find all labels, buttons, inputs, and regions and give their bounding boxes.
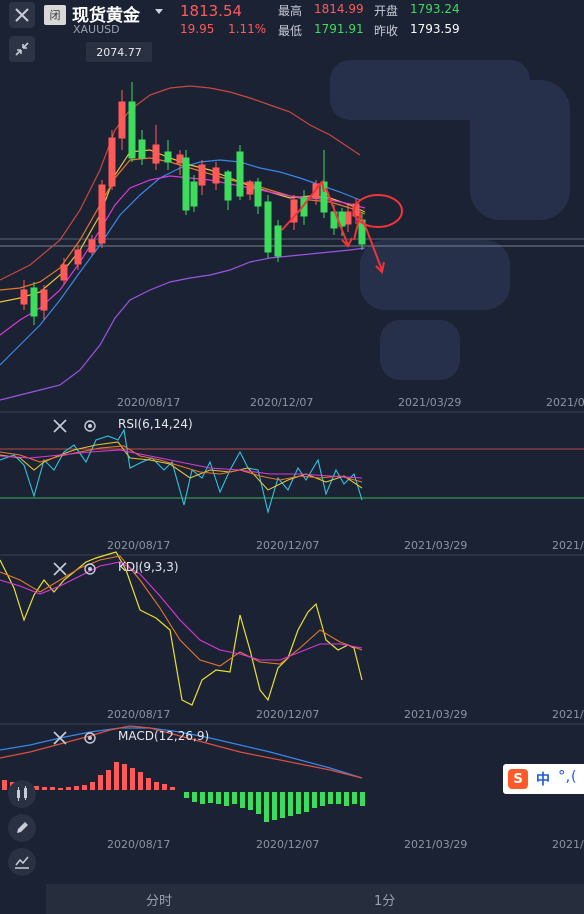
low-value: 1791.91 <box>314 22 364 36</box>
date-label: 2021/0 <box>546 396 584 409</box>
rsi-settings-gear-icon[interactable] <box>82 418 98 434</box>
main-date-axis: 2020/08/17 2020/12/07 2021/03/29 2021/0 <box>117 396 584 409</box>
date-label: 2020/12/07 <box>256 708 319 721</box>
date-label: 2021/03/29 <box>404 838 467 851</box>
rsi-panel: 2020/08/17 2020/12/07 2021/03/29 2021/0 <box>0 428 584 552</box>
pencil-icon <box>17 822 28 833</box>
date-label: 2020/08/17 <box>107 708 170 721</box>
ime-toolbar[interactable]: S 中 °, ( <box>503 764 584 794</box>
last-price: 1813.54 <box>180 2 243 20</box>
ime-mode[interactable]: 中 <box>536 772 550 788</box>
annotation-drawing <box>281 179 403 275</box>
kdj-label: KDJ(9,3,3) <box>118 560 179 574</box>
candlestick-icon <box>17 786 27 801</box>
symbol-name[interactable]: 现货黄金 <box>72 6 140 26</box>
date-label: 2021/03/29 <box>404 539 467 552</box>
date-label: 2020/08/17 <box>107 838 170 851</box>
date-label: 2020/12/07 <box>256 838 319 851</box>
tab-intraday[interactable]: 分时 <box>146 894 173 909</box>
date-label: 2021/0 <box>552 838 584 851</box>
macd-settings-gear-icon[interactable] <box>82 730 98 746</box>
candlestick-series <box>20 82 366 325</box>
world-map-background <box>330 60 570 380</box>
sogou-logo-icon: S <box>508 769 528 789</box>
symbol-code: XAUUSD <box>73 23 120 36</box>
date-label: 2021/0 <box>552 708 584 721</box>
kdj-close-icon[interactable] <box>52 561 68 577</box>
high-label: 最高 <box>278 4 303 18</box>
line-chart-icon <box>15 856 29 869</box>
market-closed-badge: 闭 <box>44 5 66 25</box>
macd-label: MACD(12,26,9) <box>118 729 210 743</box>
open-value: 1793.24 <box>410 2 460 16</box>
ime-extra[interactable]: ( <box>571 769 577 785</box>
candlestick-tool-button[interactable] <box>8 780 36 808</box>
close-icon <box>15 8 29 22</box>
draw-tool-button[interactable] <box>8 814 36 842</box>
high-value: 1814.99 <box>314 2 364 16</box>
date-label: 2020/08/17 <box>107 539 170 552</box>
indicator-tool-button[interactable] <box>8 848 36 876</box>
date-label: 2021/0 <box>552 539 584 552</box>
chevron-down-icon[interactable] <box>155 9 163 14</box>
timeframe-bar <box>46 884 584 914</box>
date-label: 2021/03/29 <box>398 396 461 409</box>
price-change: 19.95 <box>180 22 215 36</box>
date-label: 2020/12/07 <box>256 539 319 552</box>
date-label: 2020/08/17 <box>117 396 180 409</box>
prev-close-label: 昨收 <box>374 24 399 38</box>
rsi-label: RSI(6,14,24) <box>118 417 193 431</box>
kdj-panel: 2020/08/17 2020/12/07 2021/03/29 2021/0 <box>0 551 584 721</box>
date-label: 2021/03/29 <box>404 708 467 721</box>
open-label: 开盘 <box>374 4 399 18</box>
quote-header: 闭 现货黄金 XAUUSD 1813.54 19.95 1.11% 最高 181… <box>0 0 584 40</box>
max-price-label: 2074.77 <box>86 42 152 62</box>
close-button[interactable] <box>9 2 35 28</box>
rsi-close-icon[interactable] <box>52 418 68 434</box>
price-change-percent: 1.11% <box>228 22 267 36</box>
macd-close-icon[interactable] <box>52 730 68 746</box>
kdj-settings-gear-icon[interactable] <box>82 561 98 577</box>
ime-punctuation[interactable]: °, <box>558 767 571 785</box>
date-label: 2020/12/07 <box>250 396 313 409</box>
bollinger-upper-line <box>0 85 361 281</box>
collapse-icon <box>15 42 29 56</box>
bollinger-mid-line <box>0 159 361 366</box>
bollinger-lower-line <box>0 247 366 401</box>
collapse-button[interactable] <box>9 36 35 62</box>
prev-close-value: 1793.59 <box>410 22 460 36</box>
tab-1min[interactable]: 1分 <box>374 894 396 909</box>
low-label: 最低 <box>278 24 303 38</box>
